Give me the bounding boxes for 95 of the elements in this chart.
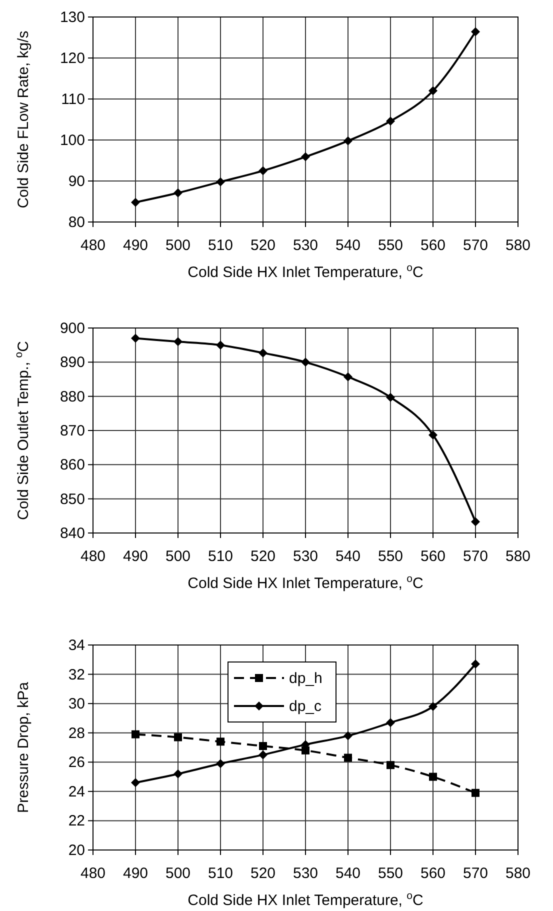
y-tick-label: 24 xyxy=(68,783,85,800)
y-axis-title: Cold Side FLow Rate, kg/s xyxy=(15,30,32,208)
y-tick-label: 860 xyxy=(60,456,85,474)
y-tick-label: 840 xyxy=(60,525,85,542)
y-tick-label: 870 xyxy=(60,422,85,440)
x-tick-label: 560 xyxy=(420,548,446,565)
point xyxy=(471,27,480,36)
y-tick-label: 100 xyxy=(60,132,85,149)
point xyxy=(386,116,395,126)
point xyxy=(258,348,268,358)
x-tick-label: 570 xyxy=(462,237,488,254)
x-tick-label: 540 xyxy=(335,865,361,882)
x-tick-label: 550 xyxy=(378,865,404,882)
point xyxy=(344,731,352,740)
x-tick-label: 480 xyxy=(80,865,106,882)
y-tick-label: 850 xyxy=(60,490,85,508)
y-tick-label: 880 xyxy=(60,388,85,406)
y-tick-label: 130 xyxy=(60,9,85,26)
y-tick-label: 32 xyxy=(68,666,85,684)
y-tick-label: 80 xyxy=(68,214,85,231)
x-tick-label: 550 xyxy=(378,237,404,254)
y-axis-title: Pressure Drop, kPa xyxy=(15,681,32,813)
x-tick-label: 500 xyxy=(165,237,191,254)
point xyxy=(258,166,268,176)
x-axis-title: Cold Side HX Inlet Temperature, $^{o}$C xyxy=(188,573,424,592)
point xyxy=(386,718,395,728)
point xyxy=(344,372,352,382)
point xyxy=(386,761,394,770)
y-tick-label: 28 xyxy=(68,724,85,742)
x-tick-label: 500 xyxy=(165,865,191,882)
point xyxy=(301,358,310,367)
x-tick-label: 480 xyxy=(80,237,106,254)
point xyxy=(472,788,480,797)
point xyxy=(471,660,480,669)
y-tick-label: 30 xyxy=(68,696,85,713)
point xyxy=(216,759,225,768)
point xyxy=(258,750,268,760)
point xyxy=(344,136,352,146)
x-tick-label: 580 xyxy=(505,237,531,254)
x-tick-label: 490 xyxy=(122,237,148,254)
y-tick-label: 34 xyxy=(68,637,85,654)
point xyxy=(428,86,438,96)
point xyxy=(428,702,438,711)
x-tick-label: 500 xyxy=(165,548,191,565)
point xyxy=(131,198,140,207)
x-tick-label: 550 xyxy=(378,548,404,565)
point xyxy=(428,430,438,440)
x-tick-label: 580 xyxy=(505,865,531,882)
x-axis-title: Cold Side HX Inlet Temperature, $^{o}$C xyxy=(188,262,424,281)
point xyxy=(216,340,225,350)
x-tick-label: 520 xyxy=(250,237,276,254)
y-tick-label: 90 xyxy=(68,173,85,190)
point xyxy=(174,337,182,346)
x-tick-label: 570 xyxy=(462,865,488,882)
point xyxy=(344,754,352,762)
point xyxy=(301,152,310,162)
x-tick-label: 530 xyxy=(292,548,318,565)
point xyxy=(131,334,140,343)
x-tick-label: 490 xyxy=(122,548,148,565)
point xyxy=(216,738,224,746)
x-tick-label: 520 xyxy=(250,548,276,565)
x-axis-title: Cold Side HX Inlet Temperature, $^{o}$C xyxy=(188,890,424,909)
legend-label: dp_h xyxy=(289,670,322,687)
x-tick-label: 530 xyxy=(292,865,318,882)
x-tick-label: 570 xyxy=(462,548,488,565)
point xyxy=(429,772,437,781)
x-tick-label: 520 xyxy=(250,865,276,882)
x-tick-label: 510 xyxy=(208,865,234,882)
point xyxy=(131,778,140,788)
x-tick-label: 540 xyxy=(335,237,361,254)
y-tick-label: 22 xyxy=(68,812,85,830)
y-tick-label: 26 xyxy=(68,754,85,772)
x-tick-label: 480 xyxy=(80,548,106,565)
legend-label: dp_c xyxy=(289,698,322,715)
x-tick-label: 560 xyxy=(420,865,446,882)
x-tick-label: 540 xyxy=(335,548,361,565)
x-tick-label: 510 xyxy=(208,548,234,565)
x-tick-label: 530 xyxy=(292,237,318,254)
point xyxy=(132,730,140,738)
y-tick-label: 890 xyxy=(60,354,85,372)
point xyxy=(174,769,182,778)
point xyxy=(259,742,267,750)
point xyxy=(174,188,182,198)
x-tick-label: 490 xyxy=(122,865,148,882)
y-tick-label: 120 xyxy=(60,50,85,67)
x-tick-label: 510 xyxy=(208,237,234,254)
point xyxy=(471,517,480,526)
x-tick-label: 560 xyxy=(420,237,446,254)
point xyxy=(386,392,395,402)
y-tick-label: 20 xyxy=(68,842,85,859)
x-tick-label: 580 xyxy=(505,548,531,565)
point xyxy=(174,733,182,742)
y-tick-label: 110 xyxy=(61,91,85,108)
point xyxy=(216,177,225,186)
y-tick-label: 900 xyxy=(60,320,85,337)
